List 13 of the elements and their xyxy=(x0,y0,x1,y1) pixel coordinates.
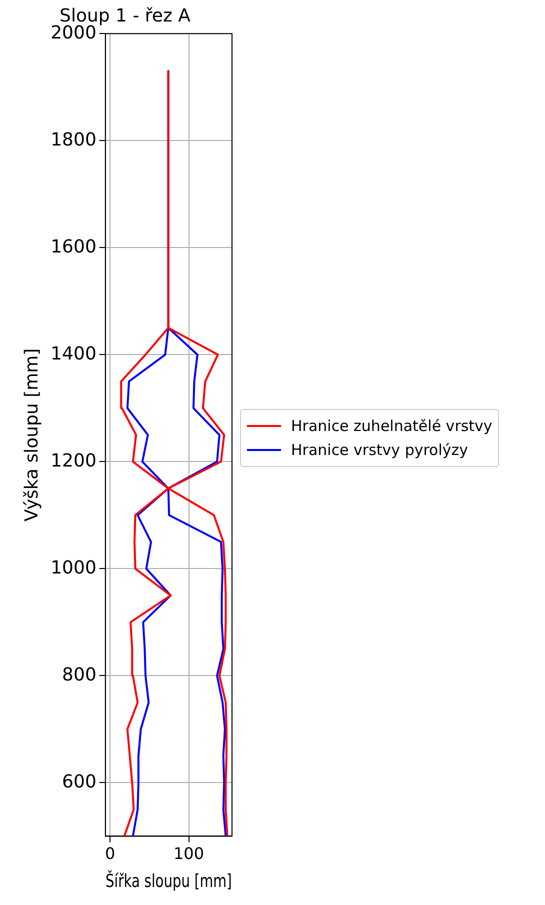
y-tick-label: 1800 xyxy=(50,129,96,150)
legend-label: Hranice vrstvy pyrolýzy xyxy=(291,441,468,459)
y-tick-label: 1000 xyxy=(50,557,96,578)
x-axis-title: Šířka sloupu [mm] xyxy=(105,870,232,892)
x-tick-label: 0 xyxy=(105,844,116,863)
legend-label: Hranice zuhelnatělé vrstvy xyxy=(291,417,492,435)
y-tick-label: 1400 xyxy=(50,343,96,364)
y-tick-label: 1600 xyxy=(50,236,96,258)
y-axis-title: Výška sloupu [mm] xyxy=(21,348,42,522)
y-tick-label: 800 xyxy=(62,664,96,686)
x-tick-label: 100 xyxy=(173,844,204,863)
y-tick-label: 1200 xyxy=(50,450,96,472)
y-tick-label: 600 xyxy=(62,771,96,792)
